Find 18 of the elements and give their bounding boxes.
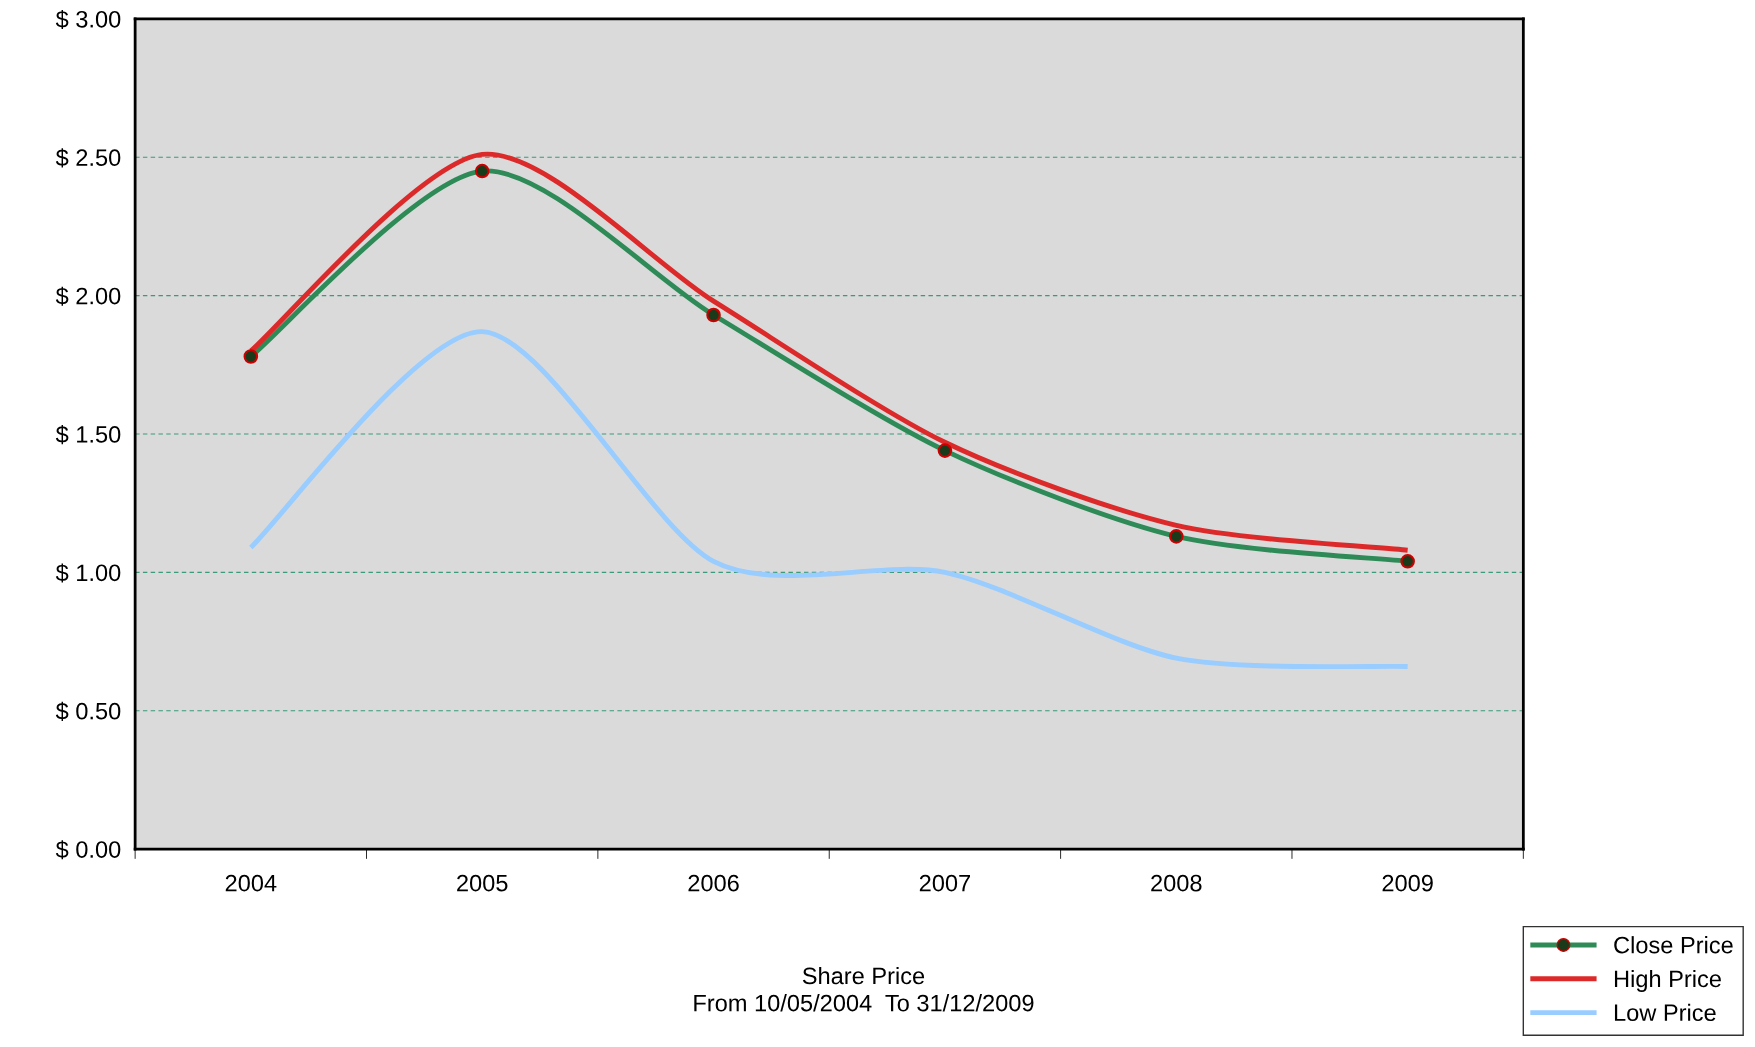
x-tick-label: 2005 [457, 874, 508, 892]
legend-label: Close Price [1614, 936, 1733, 954]
legend-label: High Price [1614, 969, 1721, 992]
y-tick-label: $ 3.00 [55, 9, 121, 30]
text: Share Price From 10/05/2004 To 31/12/2009 [694, 966, 1034, 1012]
y-tick-label: $ 2.50 [55, 148, 121, 168]
x-tick-label: 2007 [919, 874, 970, 892]
y-tick-label: $ 0.00 [55, 840, 121, 860]
y-tick-label: $ 1.00 [55, 563, 121, 583]
line-series [248, 329, 1411, 670]
x-tick-label: 2008 [1151, 874, 1202, 892]
y-tick-label: $ 0.50 [55, 701, 121, 721]
x-tick-label: 2006 [688, 874, 739, 892]
y-tick-label: $ 2.00 [55, 286, 121, 306]
x-tick-label: 2009 [1382, 874, 1433, 892]
legend-label: Low Price [1614, 1003, 1716, 1022]
x-tick-label: 2004 [225, 874, 277, 892]
y-tick-label: $ 1.50 [55, 425, 121, 445]
